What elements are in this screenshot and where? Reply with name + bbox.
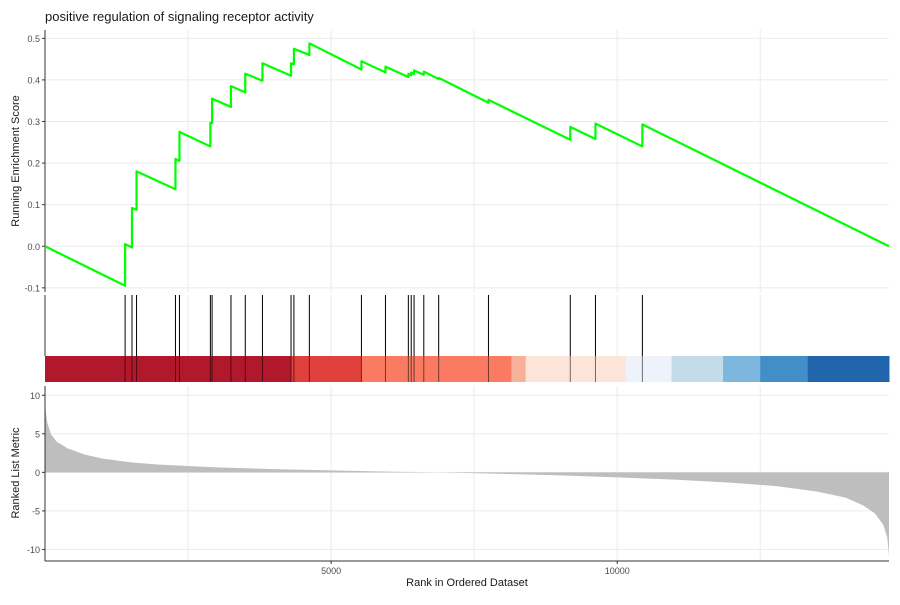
ranked-metric-y-tick-label: 0	[35, 468, 40, 478]
ranked-metric-y-axis-label: Ranked List Metric	[10, 427, 22, 519]
color-band-segment	[45, 356, 292, 382]
ranked-metric-y-tick-label: 5	[35, 429, 40, 439]
ranked-color-band	[45, 356, 890, 382]
enrichment-y-tick-label: 0.5	[27, 34, 40, 44]
color-band-segment	[291, 356, 362, 382]
ranked-metric-y-axis: -10 -5 0 5 10	[27, 386, 46, 561]
enrichment-y-tick-label: 0.0	[27, 242, 40, 252]
running-enrichment-line	[44, 42, 890, 287]
enrichment-y-tick-label: 0.3	[27, 117, 40, 127]
ranked-metric-y-tick-label: -5	[32, 506, 40, 516]
x-tick-label: 5000	[321, 566, 341, 576]
ranked-metric-y-tick-label: -10	[27, 545, 40, 555]
gene-hits-panel	[44, 295, 890, 382]
hits-grid	[187, 295, 761, 356]
color-band-segment	[511, 356, 527, 382]
enrichment-y-tick-label: -0.1	[24, 283, 40, 293]
ranked-metric-panel: -10 -5 0 5 10 Ranked List Metric 5000 10000 R…	[10, 386, 889, 589]
enrichment-y-axis-label: Running Enrichment Score	[10, 95, 22, 226]
enrichment-score-panel: -0.1 0.0 0.1 0.2 0.3 0.4 0.5 Running Enrichmen…	[10, 30, 890, 293]
color-band-segment	[525, 356, 627, 382]
x-axis: 5000 10000	[45, 560, 889, 576]
chart-title: positive regulation of signaling recepto…	[45, 9, 314, 24]
ranked-metric-y-tick-label: 10	[30, 391, 40, 401]
color-band-segment	[671, 356, 724, 382]
color-band-segment	[361, 356, 512, 382]
color-band-segment	[807, 356, 890, 382]
color-band-segment	[625, 356, 673, 382]
x-axis-label: Rank in Ordered Dataset	[406, 577, 528, 589]
enrichment-y-tick-label: 0.4	[27, 75, 40, 85]
color-band-segment	[723, 356, 761, 382]
enrichment-grid	[45, 30, 889, 292]
enrichment-y-axis: -0.1 0.0 0.1 0.2 0.3 0.4 0.5	[24, 30, 46, 293]
color-band-segment	[760, 356, 809, 382]
enrichment-y-tick-label: 0.2	[27, 159, 40, 169]
ranked-metric-area	[45, 406, 889, 556]
enrichment-y-tick-label: 0.1	[27, 200, 40, 210]
x-tick-label: 10000	[605, 566, 630, 576]
